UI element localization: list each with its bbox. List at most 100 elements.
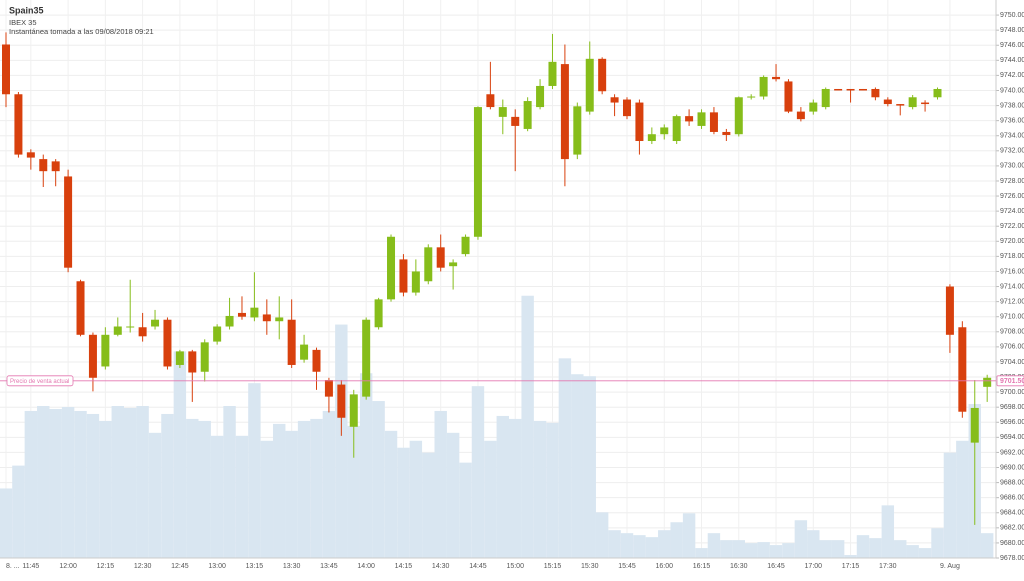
candle-body <box>685 116 694 122</box>
volume-bar <box>384 430 398 558</box>
x-tick-label: 15:45 <box>618 563 636 570</box>
volume-bar <box>123 407 137 558</box>
volume-bar <box>235 435 249 558</box>
volume-bar <box>744 543 758 558</box>
y-tick-label: 9708.00 <box>1000 329 1024 336</box>
volume-bar <box>794 520 808 558</box>
volume-bar <box>372 401 385 558</box>
candle-body <box>660 127 669 135</box>
y-tick-label: 9710.00 <box>1000 314 1024 321</box>
candle-body <box>300 344 309 360</box>
candle-body <box>498 107 507 117</box>
volume-bar <box>608 530 621 558</box>
candle-body <box>2 44 10 95</box>
volume-bar <box>496 415 510 558</box>
volume-bar <box>633 535 646 558</box>
candle-body <box>424 247 433 282</box>
current-price-value-box <box>996 375 1024 387</box>
candle-body <box>772 76 781 80</box>
volume-bar <box>459 462 472 558</box>
y-tick-label: 9686.00 <box>1000 495 1024 502</box>
y-tick-label: 9748.00 <box>1000 27 1024 34</box>
volume-bar <box>111 406 124 558</box>
volume-bar <box>136 406 149 558</box>
candle-body <box>523 101 532 129</box>
volume-bar <box>819 540 832 558</box>
x-tick-label: 15:15 <box>544 563 562 570</box>
y-tick-label: 9740.00 <box>1000 87 1024 94</box>
candle-body <box>436 247 445 268</box>
volume-bar <box>297 420 311 558</box>
volume-bar <box>24 410 38 558</box>
y-tick-label: 9696.00 <box>1000 419 1024 426</box>
candle-body <box>39 159 48 172</box>
candle-body <box>275 317 284 322</box>
candle-body <box>945 286 954 335</box>
current-price-tag-box <box>6 375 74 387</box>
volume-bar <box>509 418 522 558</box>
volume-bar <box>12 465 25 558</box>
volume-bar <box>695 548 708 558</box>
x-tick-label: 13:15 <box>246 563 264 570</box>
candle-body <box>26 152 35 158</box>
volume-bar <box>757 542 770 558</box>
candle-body <box>200 342 209 372</box>
y-tick-label: 9720.00 <box>1000 238 1024 245</box>
x-tick-label: 8. ... <box>6 563 20 570</box>
volume-bar <box>620 533 634 558</box>
chart-subtitle: IBEX 35 <box>9 18 37 27</box>
volume-bar <box>720 540 733 558</box>
candle-body <box>883 99 892 105</box>
snapshot-note: Instantánea tomada a las 09/08/2018 09:2… <box>9 27 154 36</box>
candle-body <box>821 88 830 108</box>
candle-body <box>672 116 681 142</box>
candle-body <box>921 102 930 105</box>
y-tick-label: 9684.00 <box>1000 510 1024 517</box>
candle-body <box>486 94 495 108</box>
volume-bar <box>74 410 87 558</box>
y-tick-label: 9682.00 <box>1000 525 1024 532</box>
candle-body <box>560 64 569 160</box>
candle-body <box>623 99 631 117</box>
candle-body <box>858 88 867 91</box>
candle-body <box>461 236 470 255</box>
x-tick-label: 16:15 <box>693 563 711 570</box>
y-tick-label: 9692.00 <box>1000 449 1024 456</box>
current-price-tag: Precio de venta actual <box>10 379 69 385</box>
y-tick-label: 9746.00 <box>1000 42 1024 49</box>
x-tick-label: 15:30 <box>581 563 599 570</box>
volume-bar <box>546 422 559 558</box>
candle-body <box>51 161 60 172</box>
candle-body <box>548 61 557 86</box>
x-tick-label: 13:00 <box>208 563 226 570</box>
candle-body <box>647 134 656 142</box>
y-tick-label: 9724.00 <box>1000 208 1024 215</box>
volume-bar <box>409 440 423 558</box>
candle-body <box>287 319 296 365</box>
candle-body <box>76 281 85 335</box>
candle-body <box>734 97 743 135</box>
x-tick-label: 11:45 <box>22 563 39 570</box>
candle-body <box>324 380 333 397</box>
y-tick-label: 9706.00 <box>1000 344 1024 351</box>
y-tick-label: 9736.00 <box>1000 117 1024 124</box>
x-tick-label: 14:15 <box>395 563 413 570</box>
candle-body <box>151 319 160 327</box>
candle-body <box>958 327 967 412</box>
volume-bar <box>533 420 547 558</box>
x-tick-label: 17:15 <box>842 563 860 570</box>
x-tick-label: 16:30 <box>730 563 748 570</box>
volume-bar <box>347 425 360 558</box>
candle-body <box>64 176 73 268</box>
candle-body <box>262 314 271 322</box>
volume-bar <box>99 420 112 558</box>
volume-bar <box>869 538 882 558</box>
candle-body <box>983 377 992 387</box>
candle-body <box>834 88 843 91</box>
volume-bar <box>186 418 199 558</box>
candle-body <box>846 88 855 91</box>
candle-body <box>747 96 756 98</box>
x-tick-label: 9. Aug <box>940 563 960 570</box>
